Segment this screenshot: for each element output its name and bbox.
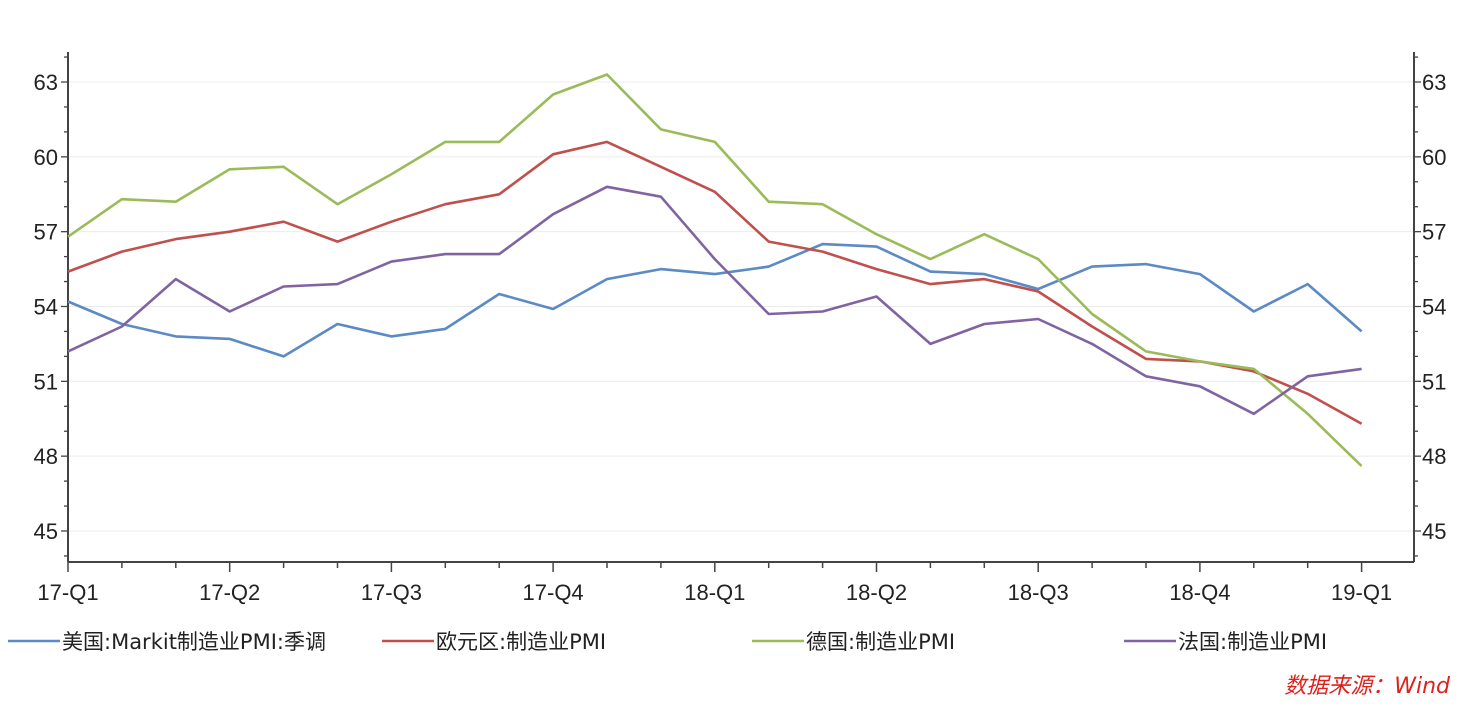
legend-label-0: 美国:Markit制造业PMI:季调	[62, 630, 326, 654]
axes: 45 45 48 48 51 51 54 54 57 57 60 60 63 63 17-Q1 17-Q2 17…	[34, 52, 1446, 605]
legend: 美国:Markit制造业PMI:季调 欧元区:制造业PMI 德国:制造业PMI 法国:…	[8, 630, 1327, 654]
y-tick-label-left: 54	[34, 295, 58, 320]
x-tick-label: 19-Q1	[1331, 580, 1392, 605]
y-tick-label-left: 45	[34, 519, 58, 544]
y-tick-label-left: 63	[34, 70, 58, 95]
y-tick-label-right: 60	[1422, 145, 1446, 170]
source-note: 数据来源：Wind	[1284, 674, 1451, 699]
legend-label-2: 德国:制造业PMI	[806, 630, 955, 654]
x-tick-label: 18-Q1	[684, 580, 745, 605]
x-tick-label: 17-Q3	[361, 580, 422, 605]
y-tick-label-right: 54	[1422, 295, 1446, 320]
y-tick-label-right: 57	[1422, 220, 1446, 245]
y-tick-label-right: 48	[1422, 444, 1446, 469]
x-tick-label: 17-Q1	[37, 580, 98, 605]
legend-label-3: 法国:制造业PMI	[1178, 630, 1327, 654]
y-tick-label-left: 57	[34, 220, 58, 245]
legend-label-1: 欧元区:制造业PMI	[436, 630, 606, 654]
series-line-3	[67, 185, 1362, 416]
x-tick-label: 18-Q2	[846, 580, 907, 605]
y-tick-label-left: 48	[34, 444, 58, 469]
x-tick-label: 18-Q3	[1008, 580, 1069, 605]
x-tick-label: 17-Q2	[199, 580, 260, 605]
y-tick-label-left: 60	[34, 145, 58, 170]
series-line-0	[67, 242, 1363, 358]
x-tick-label: 17-Q4	[523, 580, 584, 605]
grid-lines	[68, 81, 1414, 532]
y-tick-label-right: 51	[1422, 369, 1446, 394]
series-line-2	[67, 73, 1363, 468]
y-tick-label-right: 63	[1422, 70, 1446, 95]
y-tick-label-left: 51	[34, 369, 58, 394]
y-tick-label-right: 45	[1422, 519, 1446, 544]
x-tick-label: 18-Q4	[1169, 580, 1230, 605]
series-lines	[67, 73, 1363, 468]
series-line-1	[67, 140, 1363, 425]
